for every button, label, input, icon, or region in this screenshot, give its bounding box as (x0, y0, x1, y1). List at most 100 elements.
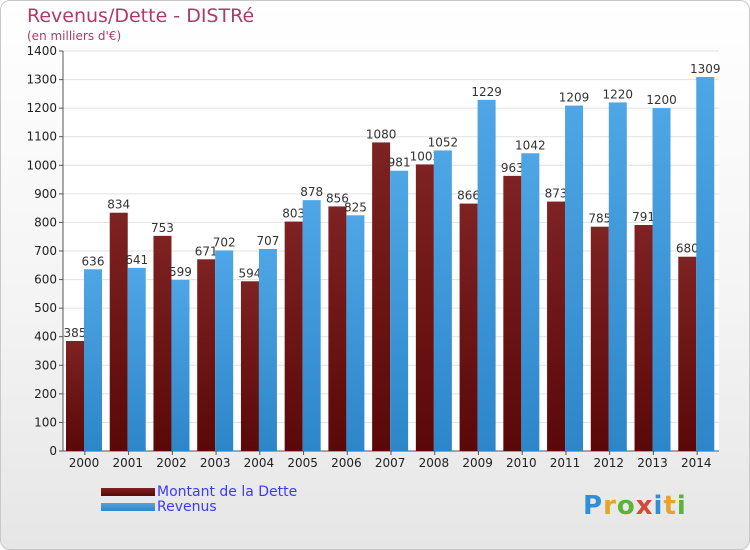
data-label-revenue: 1229 (471, 85, 502, 99)
proxiti-logo: Proxiti (583, 491, 687, 521)
bar-debt (240, 281, 259, 451)
x-tick-label: 2003 (200, 456, 231, 470)
chart-subtitle: (en milliers d'€) (27, 29, 122, 43)
bar-revenue (171, 279, 190, 451)
x-tick-label: 2012 (594, 456, 625, 470)
data-label-debt: 803 (282, 207, 305, 221)
legend-swatch-debt (101, 488, 155, 496)
y-tick-label: 900 (34, 187, 57, 201)
x-tick-label: 2006 (331, 456, 362, 470)
data-label-revenue: 599 (169, 265, 192, 279)
y-tick-label: 500 (34, 301, 57, 315)
x-tick-label: 2005 (287, 456, 318, 470)
data-label-debt: 680 (676, 242, 699, 256)
data-label-revenue: 707 (256, 234, 279, 248)
x-tick-label: 2011 (550, 456, 581, 470)
x-tick-label: 2002 (156, 456, 187, 470)
bar-revenue (84, 269, 102, 451)
x-tick-label: 2001 (112, 456, 143, 470)
y-tick-label: 100 (34, 415, 57, 429)
legend-label-debt: Montant de la Dette (157, 484, 298, 500)
chart-title: Revenus/Dette - DISTRé (27, 5, 255, 27)
data-label-revenue: 636 (82, 254, 105, 268)
x-tick-label: 2010 (506, 456, 537, 470)
legend-swatch-revenue (101, 503, 155, 511)
bar-debt (590, 226, 609, 451)
logo-letter: x (635, 491, 654, 521)
bar-revenue (258, 249, 277, 451)
bar-debt (634, 225, 653, 451)
bar-revenue (390, 170, 409, 451)
bar-debt (372, 142, 391, 451)
x-tick-label: 2014 (681, 456, 712, 470)
data-label-debt: 1080 (366, 127, 397, 141)
data-label-debt: 963 (501, 161, 524, 175)
bar-debt (415, 164, 434, 451)
data-label-debt: 1003 (410, 149, 441, 163)
bar-debt (284, 221, 303, 451)
y-tick-label: 600 (34, 273, 57, 287)
bar-revenue (346, 215, 365, 451)
bar-revenue (652, 108, 671, 452)
y-tick-label: 1200 (26, 101, 57, 115)
bar-debt (503, 175, 522, 451)
data-label-debt: 785 (588, 212, 611, 226)
bar-debt (328, 206, 347, 451)
data-label-revenue: 702 (213, 235, 236, 249)
data-label-debt: 834 (107, 198, 130, 212)
bar-debt (109, 212, 128, 451)
bar-debt (153, 235, 172, 451)
data-label-revenue: 825 (344, 200, 367, 214)
y-tick-label: 1300 (26, 73, 57, 87)
logo-letter: P (583, 491, 604, 521)
data-label-debt: 873 (545, 187, 568, 201)
data-label-revenue: 1309 (690, 62, 721, 76)
logo-letter: o (616, 491, 636, 521)
bar-revenue (215, 250, 234, 451)
data-label-revenue: 641 (125, 253, 148, 267)
logo-letter: r (603, 491, 617, 521)
y-tick-label: 1100 (26, 130, 57, 144)
bar-revenue (608, 102, 627, 451)
bar-revenue (696, 77, 715, 451)
y-tick-label: 700 (34, 244, 57, 258)
y-tick-label: 0 (49, 444, 57, 458)
data-label-debt: 791 (632, 210, 655, 224)
data-label-debt: 594 (238, 266, 261, 280)
bar-debt (678, 256, 697, 451)
data-label-revenue: 981 (388, 156, 411, 170)
data-label-debt: 385 (64, 326, 87, 340)
data-label-revenue: 1052 (428, 135, 459, 149)
bar-revenue (127, 267, 146, 451)
bar-debt (197, 259, 216, 451)
logo-letter: i (653, 491, 664, 521)
bar-revenue (521, 153, 540, 452)
x-tick-label: 2004 (244, 456, 275, 470)
data-label-revenue: 1209 (559, 91, 590, 105)
bar-revenue (477, 99, 496, 451)
data-label-debt: 866 (457, 189, 480, 203)
x-tick-label: 2000 (69, 456, 100, 470)
bar-revenue (565, 105, 584, 452)
data-label-debt: 671 (195, 244, 218, 258)
data-label-revenue: 1042 (515, 138, 546, 152)
data-label-debt: 856 (326, 191, 349, 205)
x-tick-label: 2009 (462, 456, 493, 470)
y-tick-label: 200 (34, 387, 57, 401)
x-tick-label: 2007 (375, 456, 406, 470)
data-label-revenue: 1200 (646, 93, 677, 107)
bar-debt (459, 203, 478, 451)
x-tick-label: 2013 (637, 456, 668, 470)
y-tick-label: 400 (34, 330, 57, 344)
logo-letter: t (663, 491, 677, 521)
x-tick-label: 2008 (419, 456, 450, 470)
y-tick-label: 1000 (26, 158, 57, 172)
data-label-revenue: 1220 (603, 87, 634, 101)
logo-letter: i (676, 491, 687, 521)
bar-debt (547, 201, 566, 451)
data-label-debt: 753 (151, 221, 174, 235)
bar-revenue (302, 200, 321, 451)
legend-label-revenue: Revenus (157, 499, 217, 515)
